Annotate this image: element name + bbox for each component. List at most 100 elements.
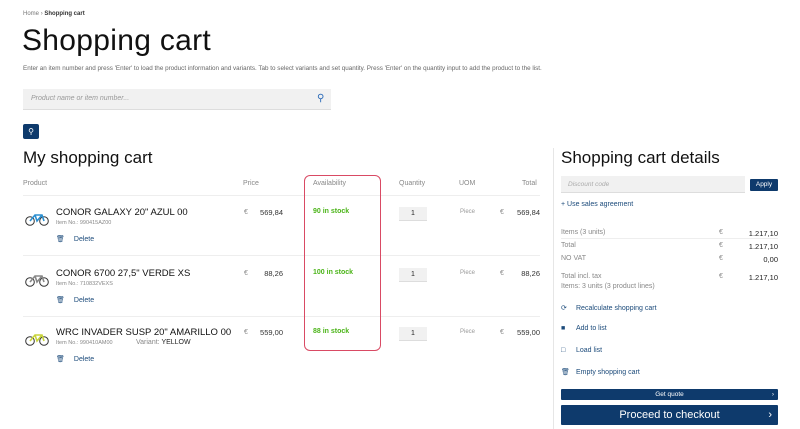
bike-image[interactable] <box>24 332 50 346</box>
price-currency: € <box>244 209 248 216</box>
trash-icon: 🗑 <box>56 236 65 243</box>
bike-image[interactable] <box>24 212 50 226</box>
discount-placeholder: Discount code <box>568 181 610 188</box>
breadcrumb-current: Shopping cart <box>44 11 85 17</box>
summary-label: Items (3 units) <box>561 229 606 236</box>
details-title: Shopping cart details <box>561 148 720 167</box>
summary-value: 0,00 <box>763 255 778 264</box>
trash-icon: 🗑 <box>56 356 65 363</box>
summary-currency: € <box>719 242 723 249</box>
price-currency: € <box>244 270 248 277</box>
variant-value: YELLOW <box>161 339 191 346</box>
delete-button[interactable]: 🗑 Delete <box>56 355 94 363</box>
header-total: Total <box>522 180 537 187</box>
refresh-icon: ⟳ <box>561 305 567 312</box>
item-number: Item No.: 990410AM00 <box>56 340 113 346</box>
header-availability: Availability <box>313 180 346 187</box>
get-quote-button[interactable]: Get quote › <box>561 389 778 400</box>
total-currency: € <box>500 209 504 216</box>
product-name[interactable]: CONOR 6700 27,5" VERDE XS <box>56 268 191 279</box>
proceed-to-checkout-button[interactable]: Proceed to checkout › <box>561 405 778 425</box>
delete-label: Delete <box>73 297 95 304</box>
price: 88,26 <box>264 269 283 278</box>
stock-status: 88 in stock <box>313 328 350 335</box>
column-divider <box>553 148 554 429</box>
variant-label: Variant: <box>136 339 160 346</box>
divider <box>23 316 540 317</box>
total-currency: € <box>500 270 504 277</box>
divider <box>561 238 778 239</box>
line-total: 559,00 <box>517 328 540 337</box>
item-number: Item No.: 990415AZ00 <box>56 220 112 226</box>
get-quote-label: Get quote <box>655 391 684 398</box>
use-sales-agreement-link[interactable]: + Use sales agreement <box>561 201 634 208</box>
header-product: Product <box>23 180 48 187</box>
chevron-right-icon: › <box>771 391 774 398</box>
divider <box>23 255 540 256</box>
action-label: Recalculate shopping cart <box>576 305 657 312</box>
total-currency: € <box>500 329 504 336</box>
summary-label: Total incl. tax <box>561 273 602 280</box>
discount-code-input[interactable]: Discount code <box>561 176 745 193</box>
page-title: Shopping cart <box>22 24 212 57</box>
summary-value: 1.217,10 <box>748 242 778 251</box>
summary-currency: € <box>719 273 723 280</box>
price: 569,84 <box>260 208 283 217</box>
header-price: Price <box>243 180 259 187</box>
save-icon: ■ <box>561 325 566 332</box>
item-number: Item No.: 710832VEXS <box>56 281 113 287</box>
uom: Piece <box>460 329 476 335</box>
price: 559,00 <box>260 328 283 337</box>
action-recalculate-shopping-cart[interactable]: ⟳ Recalculate shopping cart <box>561 304 657 312</box>
uom: Piece <box>460 209 476 215</box>
folder-icon: □ <box>561 347 566 354</box>
delete-button[interactable]: 🗑 Delete <box>56 235 94 243</box>
action-label: Add to list <box>576 325 607 332</box>
summary-currency: € <box>719 229 723 236</box>
summary-label: NO VAT <box>561 255 587 262</box>
action-empty-shopping-cart[interactable]: 🗑 Empty shopping cart <box>561 368 640 376</box>
quantity-input[interactable]: 1 <box>399 327 427 341</box>
quantity-input[interactable]: 1 <box>399 268 427 282</box>
variant: Variant: YELLOW <box>136 339 191 346</box>
line-total: 88,26 <box>521 269 540 278</box>
stock-status: 90 in stock <box>313 208 350 215</box>
delete-label: Delete <box>73 236 95 243</box>
header-uom: UOM <box>459 180 476 187</box>
action-add-to-list[interactable]: ■ Add to list <box>561 325 607 332</box>
cart-title: My shopping cart <box>23 148 153 167</box>
drill-icon[interactable]: ⚲ <box>23 124 39 139</box>
product-name[interactable]: CONOR GALAXY 20" AZUL 00 <box>56 207 188 218</box>
chevron-right-icon: › <box>768 409 772 421</box>
header-quantity: Quantity <box>399 180 426 187</box>
price-currency: € <box>244 329 248 336</box>
uom: Piece <box>460 270 476 276</box>
divider <box>23 195 540 196</box>
quantity-input[interactable]: 1 <box>399 207 427 221</box>
trash-icon: 🗑 <box>561 369 570 376</box>
search-input[interactable]: Product name or item number... ⚲ <box>23 89 331 110</box>
action-label: Empty shopping cart <box>576 369 640 376</box>
summary-currency: € <box>719 255 723 262</box>
apply-button[interactable]: Apply <box>750 179 778 191</box>
availability-highlight <box>304 175 381 351</box>
delete-button[interactable]: 🗑 Delete <box>56 296 94 304</box>
delete-label: Delete <box>73 356 95 363</box>
checkout-label: Proceed to checkout <box>619 409 720 421</box>
intro-text: Enter an item number and press 'Enter' t… <box>23 65 542 72</box>
search-icon[interactable]: ⚲ <box>317 93 325 104</box>
items-summary: Items: 3 units (3 product lines) <box>561 283 655 290</box>
product-name[interactable]: WRC INVADER SUSP 20" AMARILLO 00 <box>56 327 232 338</box>
breadcrumb: Home › Shopping cart <box>23 11 85 17</box>
action-load-list[interactable]: □ Load list <box>561 347 602 354</box>
breadcrumb-separator: › <box>40 11 43 17</box>
trash-icon: 🗑 <box>56 297 65 304</box>
breadcrumb-home[interactable]: Home <box>23 11 40 17</box>
summary-value: 1.217,10 <box>748 273 778 282</box>
summary-value: 1.217,10 <box>748 229 778 238</box>
summary-label: Total <box>561 242 576 249</box>
line-total: 569,84 <box>517 208 540 217</box>
bike-image[interactable] <box>24 273 50 287</box>
search-placeholder: Product name or item number... <box>31 95 130 102</box>
action-label: Load list <box>576 347 603 354</box>
